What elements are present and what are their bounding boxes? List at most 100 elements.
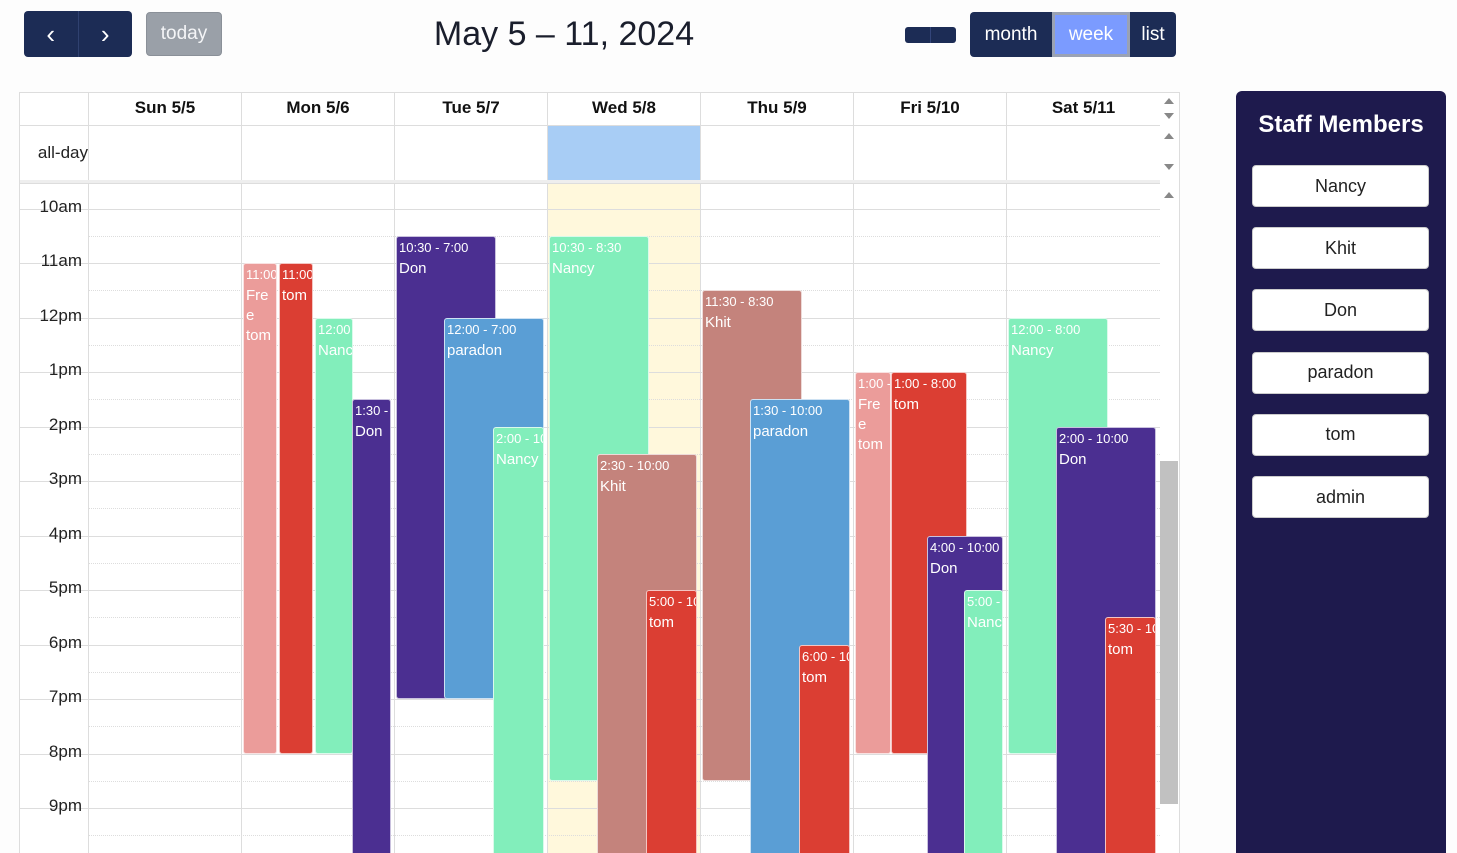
event-block[interactable]: 12:00 - 8:00 Nancy xyxy=(315,317,353,754)
staff-member-button[interactable]: paradon xyxy=(1252,351,1429,394)
time-label: 2pm xyxy=(48,414,82,434)
staff-panel-title: Staff Members xyxy=(1258,111,1424,138)
allday-cell[interactable] xyxy=(853,126,1006,180)
event-time: 12:00 - 8:00 xyxy=(318,321,352,337)
day-header[interactable]: Tue 5/7 xyxy=(394,93,547,125)
event-time: 12:00 - 7:00 xyxy=(447,321,517,337)
event-title: tom xyxy=(649,614,675,632)
header-corner xyxy=(20,93,88,125)
chevron-right-icon: › xyxy=(100,18,110,49)
event-title: Don xyxy=(1059,450,1087,468)
allday-cell[interactable] xyxy=(700,126,853,180)
event-time: 1:00 - 8:00 xyxy=(858,376,891,392)
day-column[interactable] xyxy=(700,184,853,853)
event-title: Nancy xyxy=(318,341,353,359)
event-title: Nancy xyxy=(1011,341,1054,359)
time-label: 1pm xyxy=(48,360,82,380)
time-label: 9pm xyxy=(48,796,82,816)
event-block[interactable]: 5:30 - 10:00 tom xyxy=(1105,617,1156,853)
time-label: 8pm xyxy=(48,741,82,761)
day-column[interactable] xyxy=(241,184,394,853)
event-title: Free tom xyxy=(858,396,884,454)
time-grid-scrollbar[interactable] xyxy=(1159,183,1179,853)
event-block[interactable]: 1:00 - 8:00 Free tom xyxy=(855,372,891,754)
empty-button-group[interactable] xyxy=(905,27,956,43)
event-title: tom xyxy=(282,287,308,305)
hour-line xyxy=(20,808,1160,810)
event-time: 2:00 - 10:00 xyxy=(1059,430,1129,446)
event-title: Khit xyxy=(705,314,731,332)
staff-member-button[interactable]: Don xyxy=(1252,289,1429,332)
staff-member-button[interactable]: tom xyxy=(1252,413,1429,456)
week-view-button[interactable]: week xyxy=(1052,12,1130,57)
chevron-left-icon: ‹ xyxy=(46,18,56,49)
day-header[interactable]: Thu 5/9 xyxy=(700,93,853,125)
event-time: 1:30 - 10:00 xyxy=(753,403,823,419)
time-grid[interactable]: 10am 11am 12pm 1pm 2pm 3pm 4pm 5pm 6pm 7pm 8pm 9pm 1… xyxy=(20,184,1160,853)
day-header[interactable]: Sat 5/11 xyxy=(1006,93,1160,125)
event-block[interactable]: 1:30 - 10:00 Don xyxy=(352,399,391,853)
allday-scrollbar[interactable] xyxy=(1159,93,1179,180)
event-title: tom xyxy=(894,396,920,414)
event-time: 5:00 - 10:00 xyxy=(649,594,696,610)
allday-divider xyxy=(20,180,1160,184)
event-block[interactable]: 11:00 - 8:00 tom xyxy=(279,263,313,754)
event-title: tom xyxy=(1108,641,1134,659)
day-column[interactable] xyxy=(394,184,547,853)
event-time: 10:30 - 7:00 xyxy=(399,239,469,255)
event-title: Don xyxy=(930,559,958,577)
allday-label: all-day xyxy=(37,143,88,162)
event-block[interactable]: 5:00 - 10:00 tom xyxy=(646,590,697,853)
day-column[interactable] xyxy=(1006,184,1160,853)
event-time: 11:30 - 8:30 xyxy=(705,294,774,310)
prev-button[interactable]: ‹ xyxy=(24,11,78,57)
allday-cell[interactable] xyxy=(1006,126,1160,180)
event-time: 6:00 - 10:00 xyxy=(802,648,849,664)
scroll-up-icon[interactable] xyxy=(1164,133,1174,139)
month-view-button[interactable]: month xyxy=(984,23,1038,45)
staff-member-button[interactable]: admin xyxy=(1252,476,1429,518)
event-title: Free tom xyxy=(246,287,272,345)
event-time: 1:30 - 10:00 xyxy=(355,403,390,419)
allday-cell[interactable] xyxy=(241,126,394,180)
event-title: Khit xyxy=(600,477,626,495)
event-block[interactable]: 5:00 - 10:00 Nancy xyxy=(964,590,1003,853)
event-title: Don xyxy=(399,259,427,277)
event-block[interactable]: 11:00 - 8:00 Free tom xyxy=(243,263,277,754)
staff-member-button[interactable]: Khit xyxy=(1252,227,1429,270)
allday-cell[interactable] xyxy=(394,126,547,180)
event-time: 4:00 - 10:00 xyxy=(930,539,1000,555)
day-column[interactable] xyxy=(853,184,1006,853)
nav-button-group: ‹ › xyxy=(24,11,132,57)
day-header[interactable]: Wed 5/8 xyxy=(547,93,700,125)
time-label: 5pm xyxy=(48,578,82,598)
day-header[interactable]: Mon 5/6 xyxy=(241,93,394,125)
day-header-row: Sun 5/5 Mon 5/6 Tue 5/7 Wed 5/8 Thu 5/9 Fri 5… xyxy=(20,93,1160,126)
scroll-up-icon[interactable] xyxy=(1164,192,1174,198)
day-column[interactable] xyxy=(88,184,241,853)
list-view-button[interactable]: list xyxy=(1141,23,1165,45)
hour-line xyxy=(20,208,1160,210)
day-header[interactable]: Sun 5/5 xyxy=(88,93,241,125)
allday-cell[interactable] xyxy=(88,126,241,180)
scroll-up-icon[interactable] xyxy=(1164,98,1174,104)
event-title: Nancy xyxy=(967,614,1003,632)
event-time: 11:00 - 8:00 xyxy=(246,267,277,283)
next-button[interactable]: › xyxy=(77,11,133,57)
event-block[interactable]: 6:00 - 10:00 tom xyxy=(799,644,850,853)
event-block[interactable]: 2:00 - 10:00 Nancy xyxy=(493,426,544,853)
time-label: 6pm xyxy=(48,632,82,652)
scroll-down-icon[interactable] xyxy=(1164,164,1174,170)
scrollbar-thumb[interactable] xyxy=(1160,461,1178,804)
event-title: Don xyxy=(355,423,383,441)
day-header[interactable]: Fri 5/10 xyxy=(853,93,1006,125)
scroll-down-icon[interactable] xyxy=(1164,113,1174,119)
event-time: 2:00 - 10:00 xyxy=(496,430,543,446)
event-time: 2:30 - 10:00 xyxy=(600,457,670,473)
staff-member-button[interactable]: Nancy xyxy=(1252,165,1429,207)
week-calendar: Sun 5/5 Mon 5/6 Tue 5/7 Wed 5/8 Thu 5/9 Fri 5… xyxy=(19,92,1180,853)
allday-cell[interactable] xyxy=(547,126,700,180)
event-time: 5:00 - 10:00 xyxy=(967,594,1002,610)
today-button[interactable]: today xyxy=(146,12,222,56)
view-switcher: month week list xyxy=(970,12,1176,57)
